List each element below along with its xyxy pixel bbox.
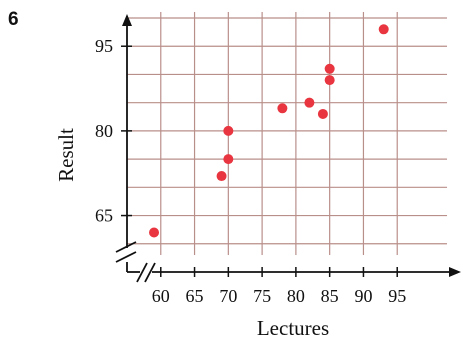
data-point	[317, 108, 328, 119]
data-point	[223, 154, 234, 165]
data-point	[324, 63, 335, 74]
y-axis-label: Result	[54, 128, 78, 182]
x-tick-label: 65	[186, 286, 204, 306]
data-point	[216, 171, 227, 182]
data-point	[277, 103, 288, 114]
data-point	[324, 75, 335, 86]
x-tick-label: 60	[152, 286, 170, 306]
x-axis-break-mark	[144, 262, 156, 283]
y-tick-label: 95	[95, 36, 113, 56]
data-point	[304, 97, 315, 108]
x-tick-label: 75	[253, 286, 271, 306]
x-axis-break-mark	[136, 262, 148, 283]
data-point	[223, 125, 234, 136]
data-point	[149, 227, 160, 238]
y-tick-label: 80	[95, 121, 113, 141]
y-axis-arrow	[122, 14, 132, 26]
x-tick-label: 80	[287, 286, 305, 306]
question-number: 6	[8, 9, 19, 30]
data-points	[149, 24, 389, 238]
y-axis-break-mark	[115, 251, 137, 263]
x-tick-label: 95	[388, 286, 406, 306]
y-axis-break-mark	[115, 241, 137, 253]
x-axis-arrow	[449, 267, 461, 277]
x-axis-label: Lectures	[257, 316, 329, 340]
axes	[115, 14, 461, 283]
data-point	[378, 24, 389, 35]
grid	[127, 12, 447, 255]
x-tick-label: 90	[354, 286, 372, 306]
x-tick-label: 85	[321, 286, 339, 306]
y-tick-label: 65	[95, 206, 113, 226]
x-tick-label: 70	[219, 286, 237, 306]
tick-labels: 60 65 70 75 80 85 90 95 65 80 95	[95, 36, 406, 306]
